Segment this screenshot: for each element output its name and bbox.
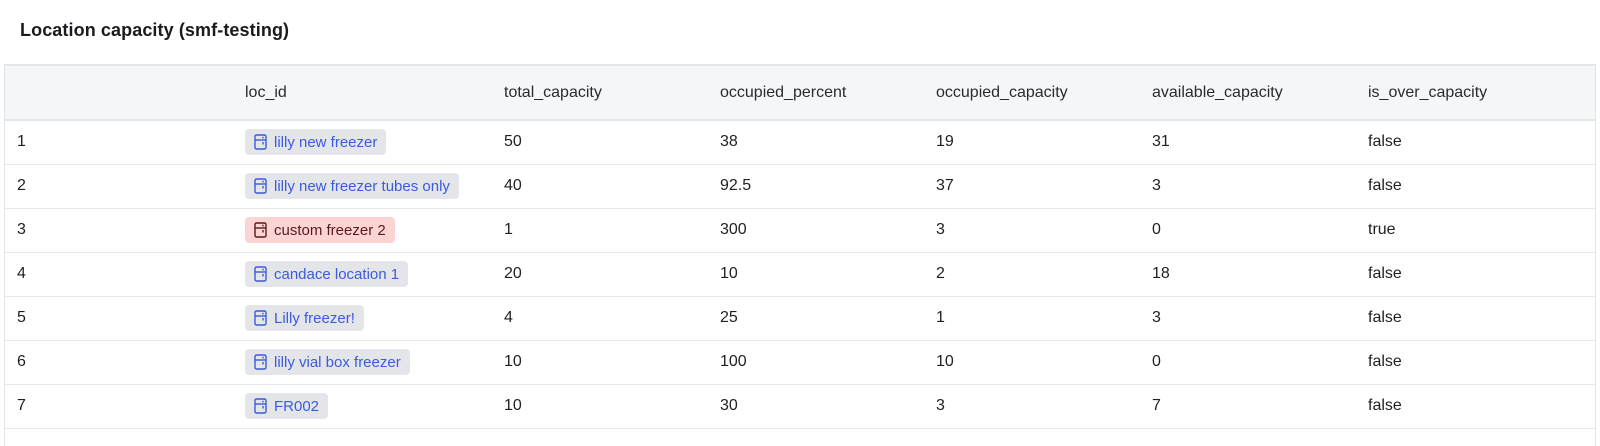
table-row: 5 Lilly freezer! 4 25 1 3 false (5, 296, 1595, 341)
column-header-occupied-capacity[interactable]: occupied_capacity (936, 66, 1152, 121)
occupied-percent-cell: 38 (720, 120, 936, 165)
occupied-percent-cell: 25 (720, 296, 936, 341)
panel-title: Location capacity (smf-testing) (20, 20, 290, 40)
available-capacity-cell: 18 (1152, 252, 1368, 297)
total-capacity-cell: 10 (504, 384, 720, 429)
occupied-capacity-cell: 3 (936, 208, 1152, 253)
available-capacity-cell: 7 (1152, 384, 1368, 429)
freezer-icon (254, 354, 267, 370)
occupied-percent-cell: 30 (720, 384, 936, 429)
location-chip-label: FR002 (274, 397, 320, 415)
location-chip[interactable]: candace location 1 (245, 261, 409, 287)
location-chip[interactable]: lilly new freezer (245, 129, 387, 156)
location-chip-label: lilly vial box freezer (274, 353, 401, 371)
table-row: 6 lilly vial box freezer 10 100 10 0 fal… (5, 340, 1595, 385)
occupied-capacity-cell: 10 (936, 340, 1152, 385)
available-capacity-cell: 0 (1152, 340, 1368, 385)
table-header: loc_id total_capacity occupied_percent o… (5, 66, 1595, 121)
occupied-percent-cell: 10 (720, 252, 936, 297)
loc-id-cell: lilly new freezer (245, 120, 504, 165)
header-row: loc_id total_capacity occupied_percent o… (5, 66, 1595, 121)
loc-id-cell: lilly new freezer tubes only (245, 164, 504, 209)
location-chip-label: lilly new freezer tubes only (274, 177, 450, 195)
location-chip[interactable]: FR002 (245, 393, 329, 419)
row-index: 6 (5, 340, 245, 385)
row-index: 5 (5, 296, 245, 341)
total-capacity-cell: 50 (504, 120, 720, 165)
location-chip-label: custom freezer 2 (274, 221, 386, 239)
table-container[interactable]: loc_id total_capacity occupied_percent o… (4, 64, 1596, 446)
row-index: 7 (5, 384, 245, 429)
location-chip-label: candace location 1 (274, 265, 400, 283)
column-header-loc-id[interactable]: loc_id (245, 66, 504, 121)
occupied-capacity-cell: 2 (936, 252, 1152, 297)
freezer-icon (254, 222, 267, 238)
loc-id-cell: lilly vial box freezer (245, 340, 504, 385)
is-over-capacity-cell: false (1368, 340, 1595, 385)
row-index: 1 (5, 120, 245, 165)
loc-id-cell: custom freezer 2 (245, 208, 504, 253)
total-capacity-cell: 4 (504, 296, 720, 341)
is-over-capacity-cell: false (1368, 296, 1595, 341)
available-capacity-cell: 31 (1152, 120, 1368, 165)
column-header-is-over-capacity[interactable]: is_over_capacity (1368, 66, 1595, 121)
column-header-occupied-percent[interactable]: occupied_percent (720, 66, 936, 121)
location-chip-label: Lilly freezer! (274, 309, 355, 327)
freezer-icon (254, 266, 267, 282)
is-over-capacity-cell: false (1368, 120, 1595, 165)
loc-id-cell: candace location 1 (245, 252, 504, 297)
table-body: 1 lilly new freezer 50 38 19 31 false 2 (5, 120, 1595, 429)
row-index: 2 (5, 164, 245, 209)
is-over-capacity-cell: false (1368, 252, 1595, 297)
occupied-capacity-cell: 37 (936, 164, 1152, 209)
freezer-icon (254, 398, 267, 414)
available-capacity-cell: 3 (1152, 296, 1368, 341)
freezer-icon (254, 178, 267, 194)
table-row: 4 candace location 1 20 10 2 18 false (5, 252, 1595, 297)
available-capacity-cell: 3 (1152, 164, 1368, 209)
total-capacity-cell: 1 (504, 208, 720, 253)
location-chip[interactable]: Lilly freezer! (245, 305, 364, 331)
is-over-capacity-cell: true (1368, 208, 1595, 253)
occupied-percent-cell: 300 (720, 208, 936, 253)
occupied-percent-cell: 92.5 (720, 164, 936, 209)
is-over-capacity-cell: false (1368, 384, 1595, 429)
occupied-percent-cell: 100 (720, 340, 936, 385)
column-header-available-capacity[interactable]: available_capacity (1152, 66, 1368, 121)
total-capacity-cell: 10 (504, 340, 720, 385)
occupied-capacity-cell: 1 (936, 296, 1152, 341)
table-row: 1 lilly new freezer 50 38 19 31 false (5, 120, 1595, 165)
loc-id-cell: Lilly freezer! (245, 296, 504, 341)
location-capacity-table: loc_id total_capacity occupied_percent o… (5, 66, 1595, 429)
row-index: 4 (5, 252, 245, 297)
loc-id-cell: FR002 (245, 384, 504, 429)
total-capacity-cell: 20 (504, 252, 720, 297)
table-row: 7 FR002 10 30 3 7 false (5, 384, 1595, 429)
freezer-icon (254, 134, 267, 150)
location-chip[interactable]: custom freezer 2 (245, 217, 395, 243)
occupied-capacity-cell: 3 (936, 384, 1152, 429)
table-row: 2 lilly new freezer tubes only 40 92.5 3… (5, 164, 1595, 209)
available-capacity-cell: 0 (1152, 208, 1368, 253)
table-row: 3 custom freezer 2 1 300 3 0 true (5, 208, 1595, 253)
column-header-total-capacity[interactable]: total_capacity (504, 66, 720, 121)
column-header-index (5, 66, 245, 121)
location-chip[interactable]: lilly new freezer tubes only (245, 173, 459, 199)
total-capacity-cell: 40 (504, 164, 720, 209)
row-index: 3 (5, 208, 245, 253)
location-chip[interactable]: lilly vial box freezer (245, 349, 410, 375)
is-over-capacity-cell: false (1368, 164, 1595, 209)
occupied-capacity-cell: 19 (936, 120, 1152, 165)
freezer-icon (254, 310, 267, 326)
location-chip-label: lilly new freezer (274, 133, 378, 151)
